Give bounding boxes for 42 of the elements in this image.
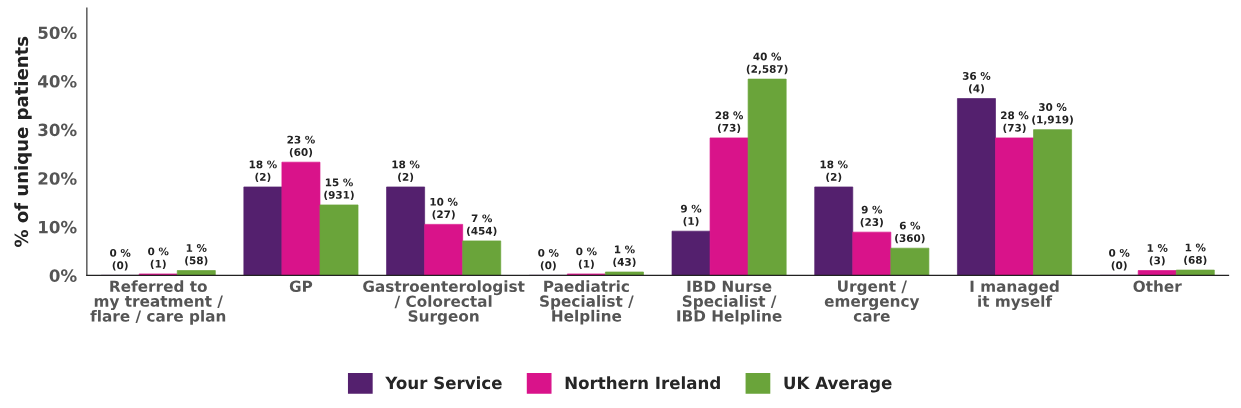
data-label: 1 % (68) <box>1184 243 1207 266</box>
data-label: 23 % (60) <box>287 135 315 158</box>
x-tick-label: Referred to my treatment / flare / care plan <box>90 280 226 325</box>
data-label: 18 % (2) <box>392 160 420 183</box>
data-label: 9 % (23) <box>860 205 883 228</box>
x-tick-label: IBD Nurse Specialist / IBD Helpline <box>677 280 782 325</box>
data-label: 10 % (27) <box>430 197 458 220</box>
data-label: 6 % (360) <box>895 221 925 244</box>
data-label: 0 % (1) <box>148 247 169 269</box>
legend-label: Your Service <box>385 376 502 390</box>
y-tick-label: 30% <box>38 123 77 137</box>
y-tick-label: 0% <box>49 269 77 282</box>
legend-label: UK Average <box>784 376 892 393</box>
data-label: 1 % (43) <box>613 245 636 268</box>
data-label: 9 % (1) <box>680 204 702 227</box>
x-tick-label: Paediatric Specialist / Helpline <box>540 280 634 325</box>
x-tick-label: Gastroenterologist / Colorectal Surgeon <box>363 280 525 325</box>
x-tick-label: I managed it myself <box>970 280 1059 311</box>
x-tick-label: GP <box>289 280 313 293</box>
data-label: 7 % (454) <box>466 214 497 236</box>
data-label: 15 % (931) <box>324 178 354 200</box>
y-tick-label: 10% <box>39 220 77 234</box>
data-label: 18 % (2) <box>820 160 848 183</box>
y-tick-label: 20% <box>38 172 77 185</box>
data-label: 0 % (0) <box>538 248 559 271</box>
data-label: 40 % (2,587) <box>746 52 788 75</box>
x-tick-label: Other <box>1133 280 1182 293</box>
data-label: 0 % (0) <box>110 248 131 271</box>
data-label: 0 % (0) <box>1109 248 1130 271</box>
data-label: 28 % (73) <box>1001 111 1029 133</box>
y-axis-title: % of unique patients <box>14 36 32 247</box>
data-label: 18 % (2) <box>249 160 277 183</box>
data-label: 1 % (3) <box>1147 244 1168 266</box>
data-label: 0 % (1) <box>576 247 597 269</box>
data-label: 36 % (4) <box>962 72 991 94</box>
data-label: 30 % (1,919) <box>1032 103 1073 125</box>
x-tick-label: Urgent / emergency care <box>824 280 920 322</box>
y-tick-label: 40% <box>38 75 77 88</box>
data-label: 28 % (73) <box>715 111 744 133</box>
y-tick-label: 50% <box>38 26 77 40</box>
data-label: 1 % (58) <box>185 244 208 266</box>
legend-label: Northern Ireland <box>565 376 720 390</box>
